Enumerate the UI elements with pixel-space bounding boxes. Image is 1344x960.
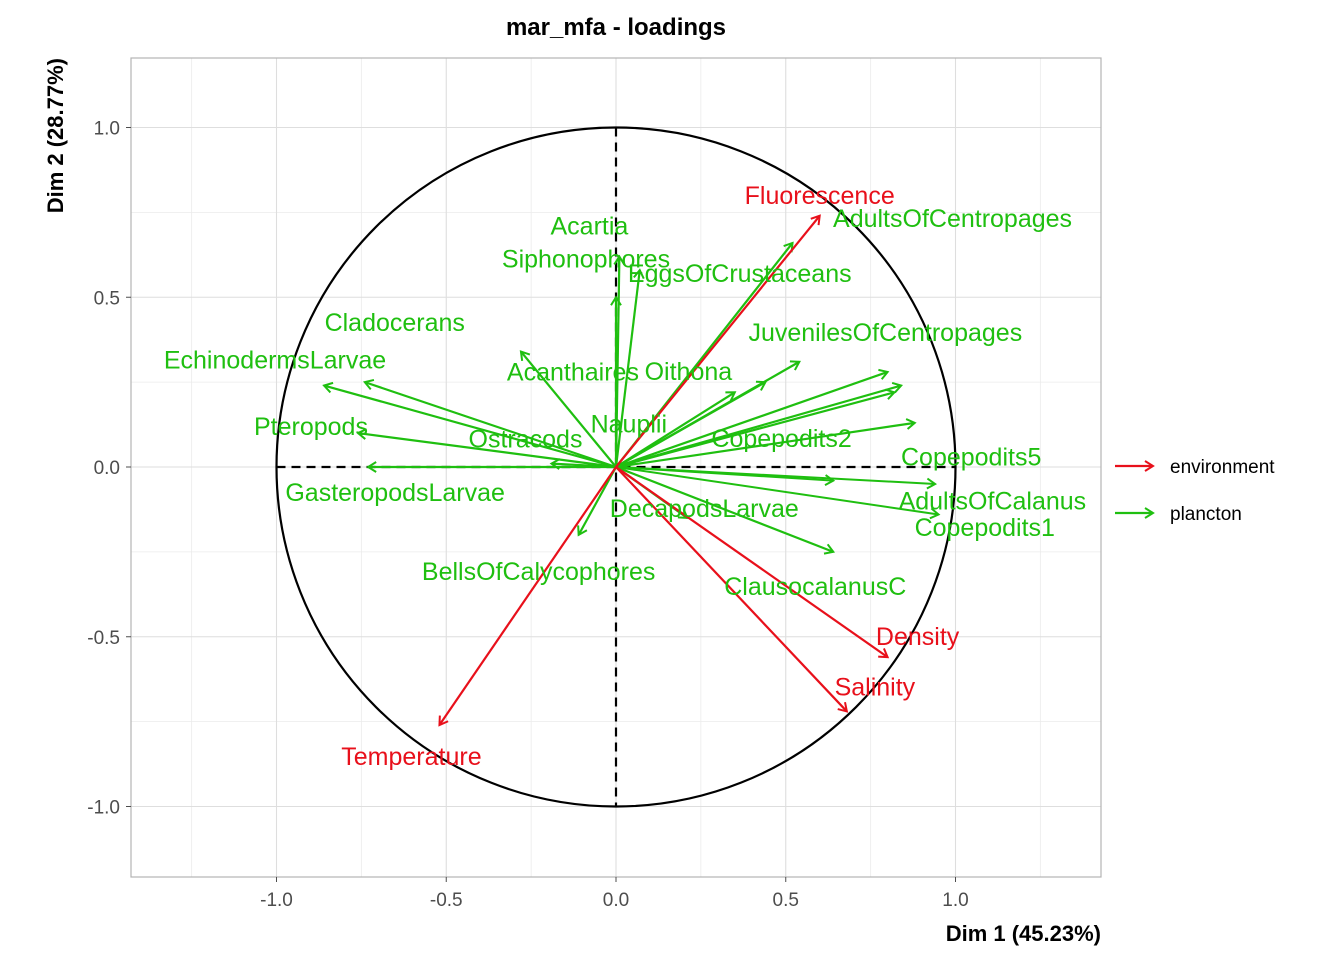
label-adultsofcentropages: AdultsOfCentropages (833, 205, 1072, 233)
label-acartia: Acartia (550, 213, 628, 241)
chart-title: mar_mfa - loadings (506, 14, 726, 41)
arrow-pteropods (356, 428, 617, 469)
arrow-bellsofcalycophores (577, 466, 617, 537)
arrow-nauplii (615, 391, 737, 468)
label-temperature: Temperature (341, 743, 481, 771)
loading-labels: AdultsOfCentropages AcartiaEggsOfCrustace… (164, 182, 1086, 771)
arrow-salinity (615, 466, 849, 713)
y-tick-label: 1.0 (94, 119, 120, 140)
label-density: Density (876, 623, 960, 651)
label-ostracods: Ostracods (469, 426, 583, 454)
label-copepodits2: Copepodits2 (711, 425, 851, 453)
label-acanthaires: Acanthaires (507, 359, 639, 387)
label-salinity: Salinity (835, 673, 916, 701)
arrow-oithona (615, 380, 768, 468)
x-tick-label: 0.0 (603, 890, 629, 911)
y-tick-label: 0.5 (94, 288, 120, 309)
label-gasteropodslarvae: GasteropodsLarvae (285, 479, 505, 507)
x-axis-title: Dim 1 (45.23%) (946, 921, 1101, 946)
label-adultsofcalanus: AdultsOfCalanus (899, 487, 1087, 515)
y-tick-label: 0.0 (94, 458, 120, 479)
arrow-copepodits1 (615, 418, 917, 469)
label-eggsofcrustaceans: EggsOfCrustaceans (628, 260, 852, 288)
y-axis-title: Dim 2 (28.77%) (43, 58, 68, 213)
arrow-density (615, 466, 890, 659)
arrow-eggsofcrustaceans (614, 268, 645, 468)
legend-label-plancton: plancton (1170, 504, 1242, 525)
x-tick-label: 1.0 (942, 890, 968, 911)
label-fluorescence: Fluorescence (745, 182, 895, 210)
arrow-adultsofcalanus (615, 388, 897, 469)
arrow-acanthaires (519, 350, 617, 468)
label-pteropods: Pteropods (254, 413, 368, 441)
loading-arrows (322, 214, 941, 727)
arrow-clausocalanusc (615, 465, 836, 555)
label-cladocerans: Cladocerans (325, 309, 465, 337)
label-copepodits5: Copepodits5 (901, 444, 1041, 472)
x-tick-label: -0.5 (430, 890, 463, 911)
label-juvenilesofcentropages: JuvenilesOfCentropages (748, 319, 1022, 347)
label-nauplii: Nauplii (591, 410, 667, 438)
label-siphonophores: Siphonophores (502, 245, 670, 273)
label-oithona: Oithona (645, 358, 733, 386)
y-tick-label: -0.5 (87, 628, 120, 649)
arrow-echinodermslarvae (322, 381, 617, 469)
arrow-plancton-unlabeled (615, 466, 941, 520)
label-echinodermslarvae: EchinodermsLarvae (164, 347, 386, 375)
arrow-plancton-unlabeled (615, 466, 938, 490)
arrow-fluorescence (615, 214, 821, 468)
arrow-copepodits2 (615, 368, 890, 469)
label-clausocalanusc: ClausocalanusC (724, 573, 906, 601)
legend-label-environment: environment (1170, 457, 1275, 478)
arrow-cladocerans (362, 378, 617, 469)
x-axis-ticks: -1.0 -0.5 0.0 0.5 1.0 (260, 877, 969, 911)
legend: environment plancton (1115, 457, 1275, 525)
y-tick-label: -1.0 (87, 798, 120, 819)
label-bellsofcalycophores: BellsOfCalycophores (422, 558, 655, 586)
label-copepodits1: Copepodits1 (915, 514, 1055, 542)
x-tick-label: 0.5 (773, 890, 799, 911)
arrow-temperature (438, 466, 617, 727)
y-axis-ticks: -1.0 -0.5 0.0 0.5 1.0 (87, 119, 131, 819)
x-tick-label: -1.0 (260, 890, 293, 911)
label-decapodslarvae: DecapodsLarvae (610, 495, 799, 523)
